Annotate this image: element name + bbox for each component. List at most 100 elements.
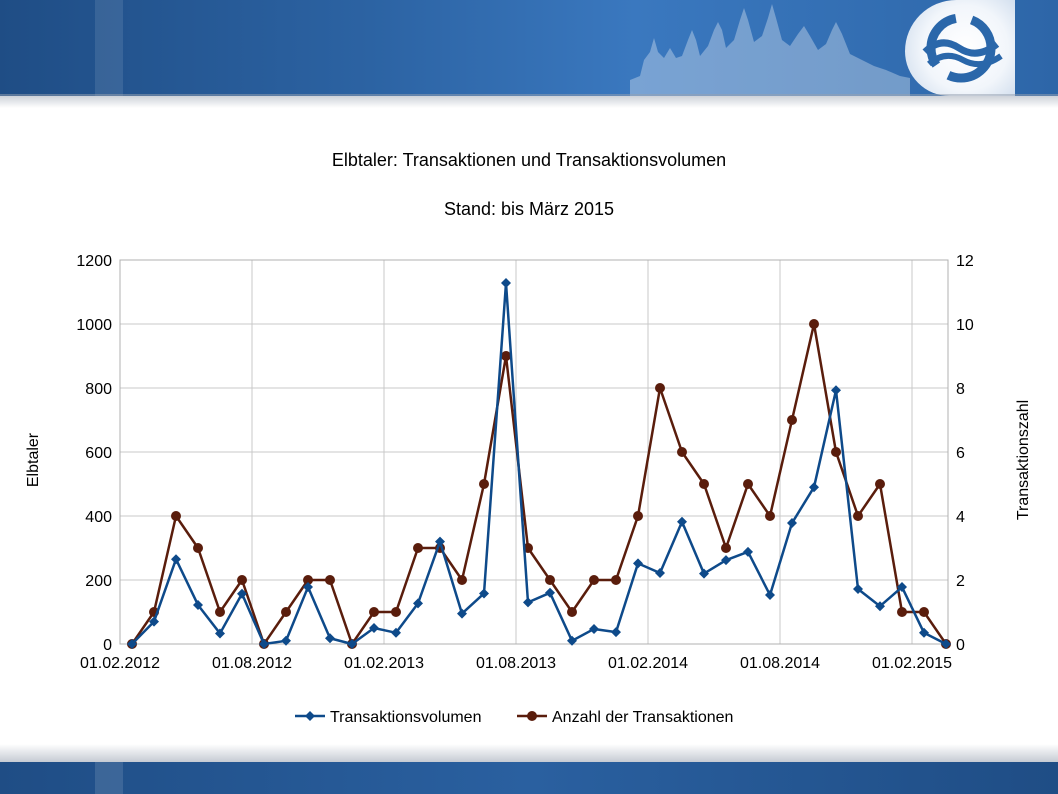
y-right-tick-label: 12 <box>956 253 974 270</box>
banner-shadow <box>0 94 1058 108</box>
point-volume <box>611 627 621 638</box>
y-axis-left-label: Elbtaler <box>25 432 42 487</box>
series-line-volume <box>131 281 947 646</box>
y-left-tick-label: 400 <box>85 509 112 526</box>
point-volume <box>457 608 467 619</box>
point-count <box>765 511 775 521</box>
point-count <box>193 543 203 553</box>
y-right-tick-label: 8 <box>956 381 965 398</box>
point-count <box>919 607 929 617</box>
point-volume <box>941 639 951 649</box>
y-right-tick-label: 4 <box>956 509 965 526</box>
point-volume <box>655 567 665 578</box>
point-volume <box>391 627 401 638</box>
point-count <box>413 543 423 553</box>
point-volume <box>545 587 555 598</box>
point-volume <box>127 639 137 649</box>
point-count <box>743 479 753 489</box>
point-volume <box>677 516 687 527</box>
point-count <box>897 607 907 617</box>
point-count <box>809 319 819 329</box>
point-count <box>215 607 225 617</box>
point-count <box>391 607 401 617</box>
point-count <box>655 383 665 393</box>
point-volume <box>765 590 775 601</box>
y-left-tick-label: 200 <box>85 573 112 590</box>
point-volume <box>721 555 731 566</box>
point-count <box>457 575 467 585</box>
header-banner <box>0 0 1058 96</box>
point-count <box>171 511 181 521</box>
point-count <box>369 607 379 617</box>
point-count <box>281 607 291 617</box>
point-count <box>677 447 687 457</box>
x-tick-label: 01.02.2012 <box>80 655 160 672</box>
point-volume <box>743 546 753 557</box>
point-count <box>831 447 841 457</box>
x-tick-label: 01.08.2013 <box>476 655 556 672</box>
y-axis-right-ticks: 0 2 4 6 8 10 12 <box>956 253 974 654</box>
x-tick-label: 01.02.2015 <box>872 655 952 672</box>
point-volume <box>281 635 291 646</box>
point-volume <box>413 598 423 609</box>
series-layer <box>127 278 951 649</box>
series-line-count <box>130 322 948 646</box>
point-volume <box>369 623 379 633</box>
chart-title: Elbtaler: Transaktionen und Transaktions… <box>332 150 726 170</box>
point-volume <box>149 616 159 627</box>
point-volume <box>853 583 863 594</box>
point-volume <box>897 582 907 593</box>
point-volume <box>347 639 357 649</box>
point-count <box>567 607 577 617</box>
point-volume <box>919 627 929 638</box>
y-left-tick-label: 600 <box>85 445 112 462</box>
point-volume <box>215 628 225 639</box>
elbtaler-logo <box>922 13 1003 83</box>
point-volume <box>787 518 797 529</box>
x-tick-label: 01.02.2014 <box>608 655 688 672</box>
point-count <box>589 575 599 585</box>
point-count <box>237 575 247 585</box>
legend: Transaktionsvolumen Anzahl der Transakti… <box>295 709 733 726</box>
point-volume <box>567 635 577 646</box>
legend-label-count: Anzahl der Transaktionen <box>552 709 733 726</box>
point-volume <box>699 568 709 579</box>
point-count <box>479 479 489 489</box>
footer-stripe <box>95 762 123 794</box>
point-volume <box>259 639 269 649</box>
point-volume <box>325 633 335 644</box>
y-left-tick-label: 0 <box>103 637 112 654</box>
point-count <box>633 511 643 521</box>
point-count <box>545 575 555 585</box>
point-volume <box>633 558 643 569</box>
point-count <box>325 575 335 585</box>
y-axis-left-ticks: 0 200 400 600 800 1000 1200 <box>76 253 112 654</box>
point-count <box>303 575 313 585</box>
point-volume <box>435 536 445 547</box>
point-volume <box>831 385 841 396</box>
y-right-tick-label: 0 <box>956 637 965 654</box>
legend-marker-count <box>527 711 537 721</box>
point-volume <box>193 599 203 610</box>
point-volume <box>875 601 885 612</box>
point-volume <box>479 588 489 599</box>
x-tick-label: 01.08.2012 <box>212 655 292 672</box>
x-axis-ticks: 01.02.2012 01.08.2012 01.02.2013 01.08.2013… <box>80 655 952 672</box>
y-left-tick-label: 1000 <box>76 317 112 334</box>
legend-label-volume: Transaktionsvolumen <box>330 709 481 726</box>
footer-shadow <box>0 744 1058 762</box>
point-volume <box>171 554 181 565</box>
point-count <box>611 575 621 585</box>
y-right-tick-label: 10 <box>956 317 974 334</box>
y-right-tick-label: 6 <box>956 445 965 462</box>
footer-bar <box>0 762 1058 794</box>
x-tick-label: 01.02.2013 <box>344 655 424 672</box>
plot-frame <box>119 259 949 645</box>
x-tick-label: 01.08.2014 <box>740 655 820 672</box>
legend-marker-volume <box>305 711 315 721</box>
point-count <box>787 415 797 425</box>
point-count <box>699 479 709 489</box>
point-volume <box>589 623 599 634</box>
point-volume <box>303 582 313 593</box>
point-volume <box>237 588 247 599</box>
